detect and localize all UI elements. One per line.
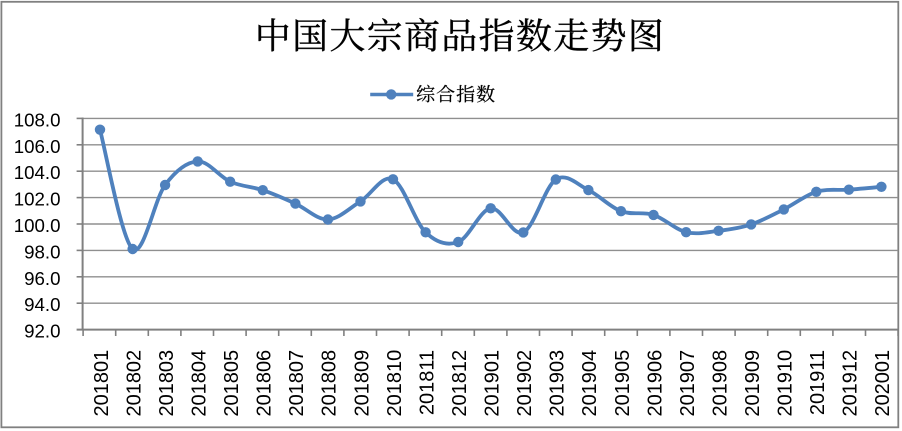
svg-text:106.0: 106.0	[14, 136, 61, 157]
svg-text:96.0: 96.0	[24, 268, 60, 289]
svg-text:104.0: 104.0	[14, 162, 61, 183]
svg-text:202001: 202001	[872, 350, 894, 417]
svg-text:201909: 201909	[742, 350, 764, 417]
svg-text:201811: 201811	[416, 350, 438, 415]
svg-text:201807: 201807	[286, 350, 308, 417]
svg-text:100.0: 100.0	[14, 215, 61, 236]
svg-text:201902: 201902	[514, 350, 536, 417]
svg-text:201911: 201911	[807, 350, 829, 415]
svg-text:108.0: 108.0	[14, 109, 61, 130]
svg-text:201901: 201901	[482, 350, 504, 417]
svg-text:201810: 201810	[384, 350, 406, 417]
svg-text:201802: 201802	[123, 350, 145, 417]
svg-text:92.0: 92.0	[24, 321, 60, 342]
svg-text:94.0: 94.0	[24, 294, 60, 315]
svg-text:201912: 201912	[840, 350, 862, 417]
svg-text:201906: 201906	[644, 350, 666, 417]
svg-text:201910: 201910	[775, 350, 797, 417]
svg-text:201905: 201905	[612, 350, 634, 417]
svg-text:201904: 201904	[579, 350, 601, 417]
svg-text:201804: 201804	[189, 350, 211, 417]
svg-text:201812: 201812	[449, 350, 471, 417]
svg-text:201808: 201808	[319, 350, 341, 417]
svg-text:201801: 201801	[91, 350, 113, 417]
svg-text:201806: 201806	[254, 350, 276, 417]
svg-text:201803: 201803	[156, 350, 178, 417]
svg-text:201903: 201903	[547, 350, 569, 417]
svg-text:98.0: 98.0	[24, 241, 60, 262]
svg-text:201805: 201805	[221, 350, 243, 417]
svg-text:201907: 201907	[677, 350, 699, 417]
svg-text:201809: 201809	[351, 350, 373, 417]
svg-text:201908: 201908	[709, 350, 731, 417]
svg-text:102.0: 102.0	[14, 189, 61, 210]
